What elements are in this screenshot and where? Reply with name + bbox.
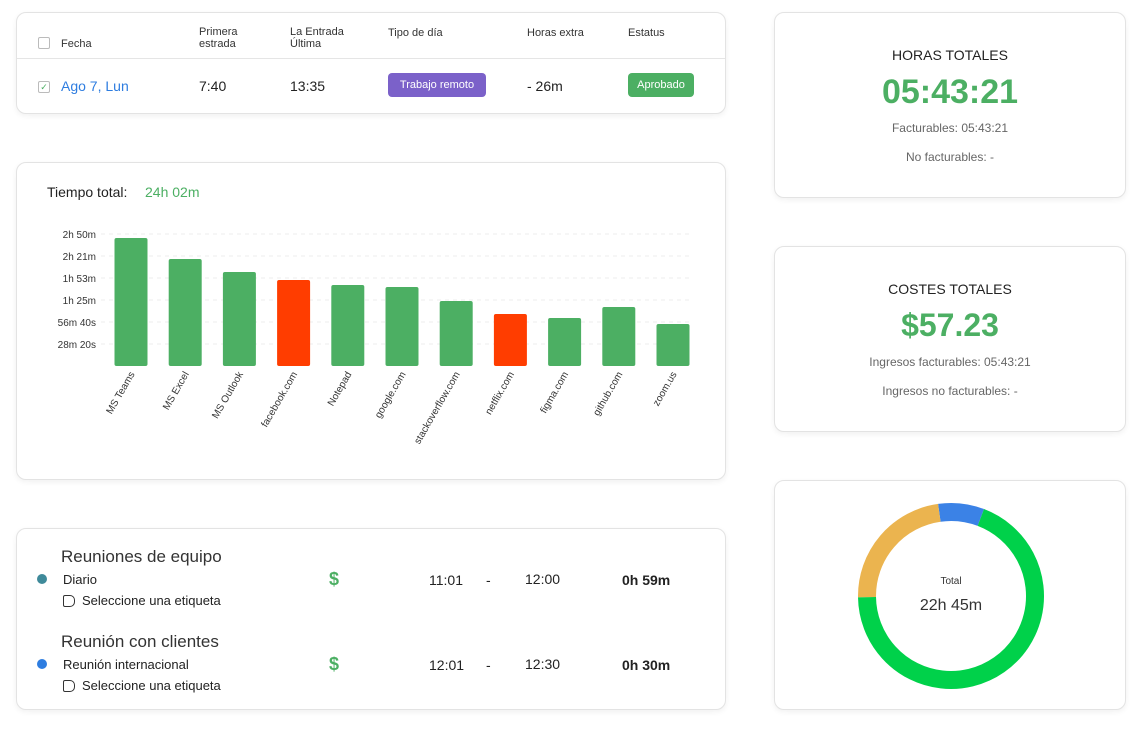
hours-card: HORAS TOTALES 05:43:21 Facturables: 05:4… — [774, 12, 1126, 198]
x-tick-label: google.com — [373, 370, 408, 420]
bar — [493, 313, 527, 366]
y-tick-label: 28m 20s — [58, 340, 96, 351]
meeting-title: Reunión con clientes — [61, 632, 219, 651]
x-tick-label: zoom.us — [651, 370, 679, 408]
donut-chart: Total 22h 45m — [858, 503, 1044, 689]
checkbox[interactable]: ✓ — [38, 81, 50, 93]
header: Tipo de día — [388, 27, 443, 39]
x-tick-label: github.com — [591, 370, 625, 418]
bar — [602, 306, 636, 366]
x-tick-label: facebook.com — [260, 370, 301, 429]
meeting-dot — [37, 659, 47, 669]
duration: 0h 30m — [622, 657, 671, 673]
bar — [385, 287, 419, 366]
meetings-card: Reuniones de equipo Diario Seleccione una … — [16, 528, 726, 710]
y-tick-label: 1h 53m — [63, 274, 96, 285]
costs-card: COSTES TOTALES $57.23 Ingresos facturabl… — [774, 246, 1126, 432]
cell: - 26m — [527, 78, 563, 94]
duration: 0h 59m — [622, 572, 671, 588]
checkbox[interactable] — [38, 37, 50, 49]
meeting-subtitle: Diario — [63, 572, 97, 587]
y-tick-label: 2h 21m — [63, 252, 96, 263]
billing-icon: $ — [329, 654, 340, 674]
separator: - — [486, 657, 491, 673]
meeting-subtitle: Reunión internacional — [63, 657, 189, 672]
status-badge: Aprobado — [628, 73, 694, 97]
billing-icon: $ — [329, 569, 340, 589]
bar — [222, 272, 256, 366]
start-time: 11:01 — [429, 572, 463, 588]
bar-chart: 28m 20s 56m 40s 1h 25m 1h 53m 2h 21m 2h 50m MS… — [58, 230, 691, 446]
chart-total: 24h 02m — [145, 184, 200, 200]
card-note: Ingresos no facturables: - — [882, 384, 1018, 398]
cell: 7:40 — [199, 78, 227, 94]
end-time: 12:30 — [525, 656, 561, 672]
donut-segment — [858, 503, 941, 598]
end-time: 12:00 — [525, 571, 561, 587]
y-tick-label: 2h 50m — [63, 230, 96, 241]
tag-select[interactable]: Seleccione una etiqueta — [82, 678, 221, 693]
tag-icon — [63, 595, 75, 607]
x-tick-label: stackoverflow.com — [412, 370, 462, 446]
cell: 13:35 — [290, 78, 326, 94]
card-note: Facturables: 05:43:21 — [891, 121, 1009, 135]
card-value: 05:43:21 — [881, 73, 1019, 111]
y-tick-label: 1h 25m — [63, 296, 96, 307]
y-tick-label: 56m 40s — [58, 318, 96, 329]
card-title: COSTES TOTALES — [888, 281, 1012, 297]
separator: - — [486, 572, 491, 588]
chart-title: Tiempo total: — [47, 184, 128, 200]
x-tick-label: MS Teams — [105, 370, 138, 416]
x-tick-label: figma.com — [539, 370, 572, 415]
bar-card: Tiempo total: 24h 02m 28m 20s 56m 40s 1h 2… — [16, 162, 726, 480]
bar — [656, 323, 690, 366]
header: Horas extra — [527, 27, 584, 39]
x-tick-label: Notepad — [326, 370, 354, 408]
card-note: No facturables: - — [905, 150, 995, 164]
header: Estatus — [628, 27, 665, 39]
donut-label: Total — [940, 576, 961, 587]
meeting-title: Reuniones de equipo — [61, 547, 222, 566]
card-note: Ingresos facturables: 05:43:21 — [869, 355, 1031, 369]
x-tick-label: MS Excel — [161, 370, 192, 412]
card-title: HORAS TOTALES — [892, 47, 1008, 63]
header: La Entrada Última — [290, 26, 344, 50]
table-card: Fecha Primera estrada La Entrada Última … — [16, 12, 726, 114]
bar — [439, 301, 473, 366]
header: Fecha — [61, 38, 92, 50]
donut-card: Total 22h 45m — [774, 480, 1126, 710]
x-tick-label: MS Outlook — [210, 369, 246, 421]
bar — [168, 259, 202, 366]
donut-value: 22h 45m — [920, 597, 982, 614]
meeting-dot — [37, 574, 47, 584]
bar — [114, 238, 148, 366]
divider — [17, 58, 725, 59]
x-tick-label: netflix.com — [484, 370, 517, 417]
card-value: $57.23 — [901, 307, 999, 343]
tag-icon — [63, 680, 75, 692]
bar — [548, 318, 582, 366]
day-type-badge: Trabajo remoto — [388, 73, 486, 97]
header: Primera estrada — [199, 26, 238, 50]
date-link[interactable]: Ago 7, Lun — [61, 78, 129, 94]
bar — [277, 279, 311, 366]
donut-segment — [858, 509, 1044, 689]
donut-segment — [938, 503, 985, 527]
tag-select[interactable]: Seleccione una etiqueta — [82, 593, 221, 608]
start-time: 12:01 — [429, 657, 465, 673]
bar — [331, 285, 365, 366]
